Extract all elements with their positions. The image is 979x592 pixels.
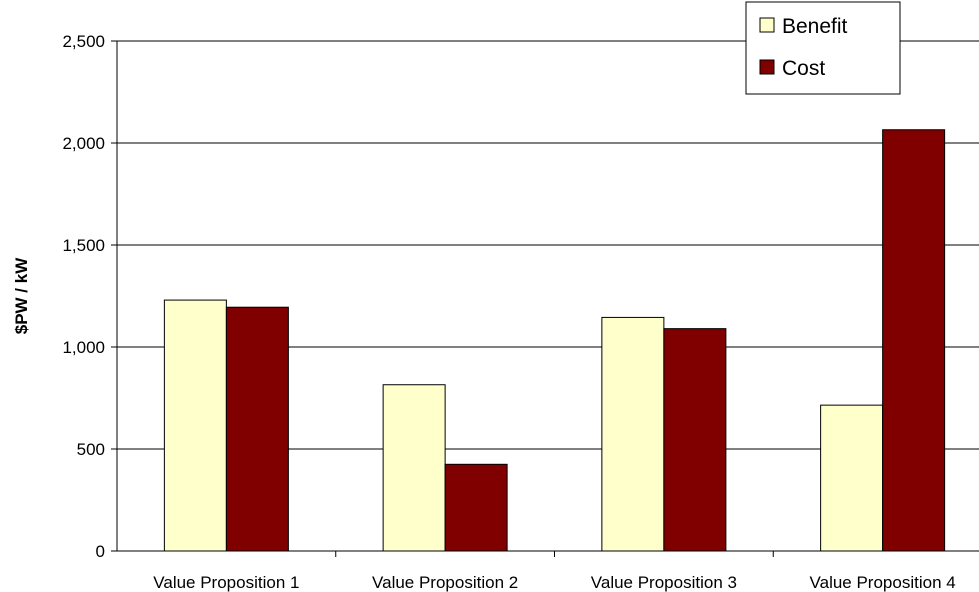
legend-label-benefit: Benefit <box>782 15 848 38</box>
legend-label-cost: Cost <box>782 57 825 80</box>
legend: Benefit Cost <box>745 1 901 95</box>
bar-cost-3 <box>663 328 727 552</box>
y-tick-labels: 0 500 1,000 1,500 2,000 2,500 <box>62 32 105 561</box>
bar-cost-1 <box>225 306 289 552</box>
y-tick-label: 2,500 <box>62 32 105 51</box>
bar-cost-4 <box>882 129 946 552</box>
bar-benefit-1 <box>163 299 227 552</box>
bar-benefit-2 <box>382 384 446 552</box>
y-tick-label: 1,500 <box>62 236 105 255</box>
x-tick-label: Value Proposition 3 <box>591 573 737 592</box>
legend-box <box>745 1 901 95</box>
x-tick-label: Value Proposition 2 <box>372 573 518 592</box>
y-tick-label: 500 <box>77 440 105 459</box>
x-tick-labels: Value Proposition 1 Value Proposition 2 Va… <box>153 573 955 592</box>
bar-benefit-4 <box>820 404 884 552</box>
legend-swatch-benefit <box>759 17 775 33</box>
bars <box>163 129 946 552</box>
y-tick-label: 1,000 <box>62 338 105 357</box>
y-tick-label: 0 <box>96 542 105 561</box>
x-tick-label: Value Proposition 4 <box>810 573 956 592</box>
y-axis-title: $PW / kW <box>12 257 31 334</box>
bar-benefit-3 <box>601 316 665 552</box>
y-tick-label: 2,000 <box>62 134 105 153</box>
bar-cost-2 <box>444 463 508 552</box>
x-tick-label: Value Proposition 1 <box>153 573 299 592</box>
legend-swatch-cost <box>759 59 775 75</box>
